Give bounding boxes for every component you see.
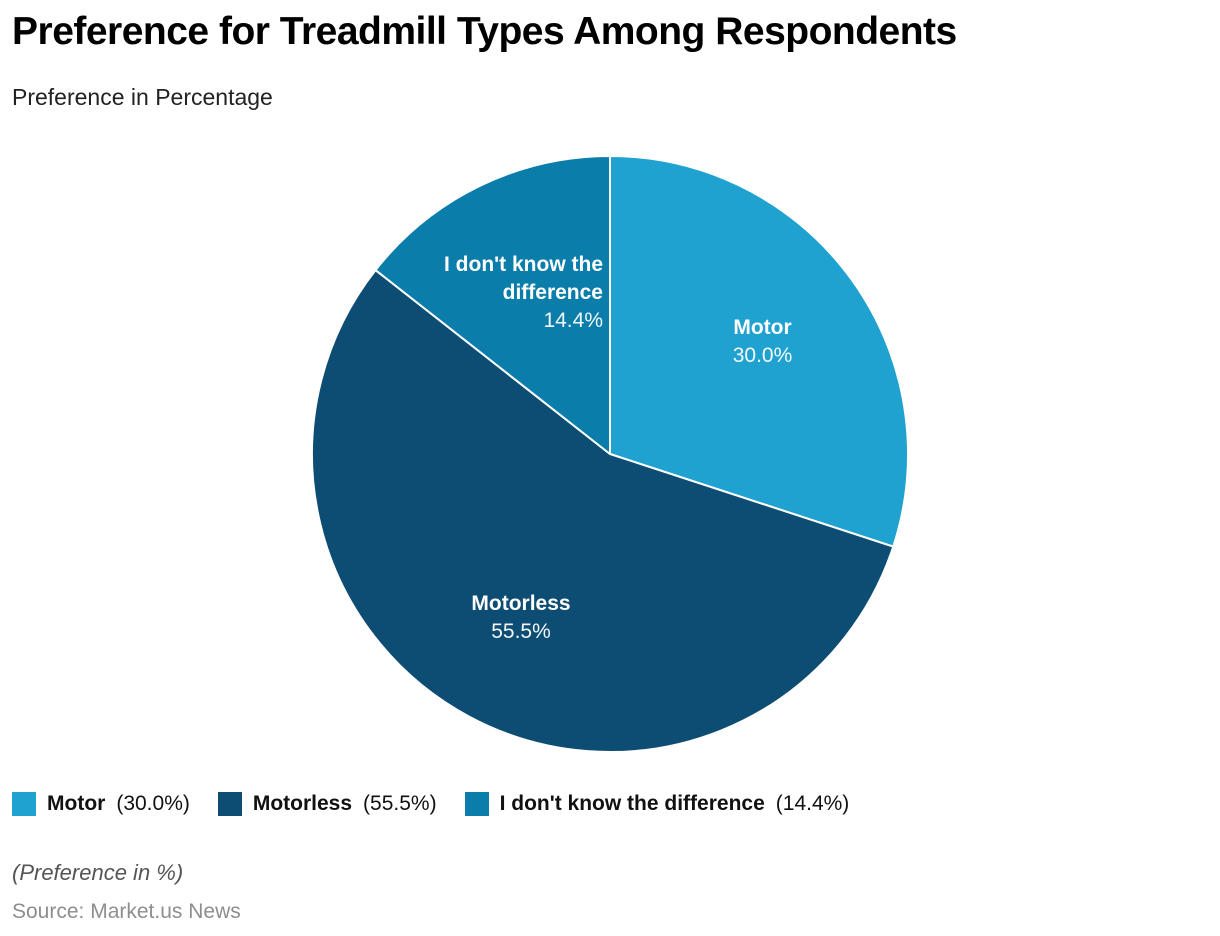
legend-label: Motor <box>47 792 106 815</box>
slice-label-motorless: Motorless 55.5% <box>451 590 591 646</box>
chart-note: (Preference in %) <box>12 860 184 885</box>
legend-value: (14.4%) <box>775 792 850 815</box>
legend-label: I don't know the difference <box>499 792 765 815</box>
slice-label-value: 55.5% <box>491 620 551 643</box>
pie-svg <box>311 155 909 753</box>
slice-label-motor: Motor 30.0% <box>700 314 825 370</box>
slice-label-value: 14.4% <box>543 309 603 332</box>
page-subtitle: Preference in Percentage <box>12 84 273 110</box>
legend: Motor (30.0%) Motorless (55.5%) I don't … <box>12 792 849 816</box>
legend-swatch-motorless <box>217 792 242 816</box>
slice-label-name: Motor <box>733 316 792 339</box>
legend-swatch-i-dont-know <box>464 792 489 816</box>
slice-label-name: Motorless <box>471 592 571 615</box>
slice-label-i-dont-know: I don't know the difference 14.4% <box>403 251 603 335</box>
legend-value: (30.0%) <box>116 792 190 815</box>
slice-label-name: I don't know the difference <box>444 253 603 304</box>
legend-item-motorless: Motorless (55.5%) <box>217 792 437 816</box>
pie-slice-motor <box>609 155 909 548</box>
legend-swatch-motor <box>12 792 36 816</box>
pie-chart <box>310 154 910 754</box>
legend-value: (55.5%) <box>363 792 437 815</box>
page-title: Preference for Treadmill Types Among Res… <box>12 10 957 53</box>
pie-slice-motorless <box>311 269 895 753</box>
slice-label-value: 30.0% <box>732 344 793 367</box>
legend-label: Motorless <box>252 792 353 815</box>
chart-source: Source: Market.us News <box>12 900 241 923</box>
legend-item-motor: Motor (30.0%) <box>12 792 190 816</box>
pie-slice-i-don-t-know-the-difference <box>374 155 611 455</box>
legend-item-i-dont-know: I don't know the difference (14.4%) <box>464 792 850 816</box>
